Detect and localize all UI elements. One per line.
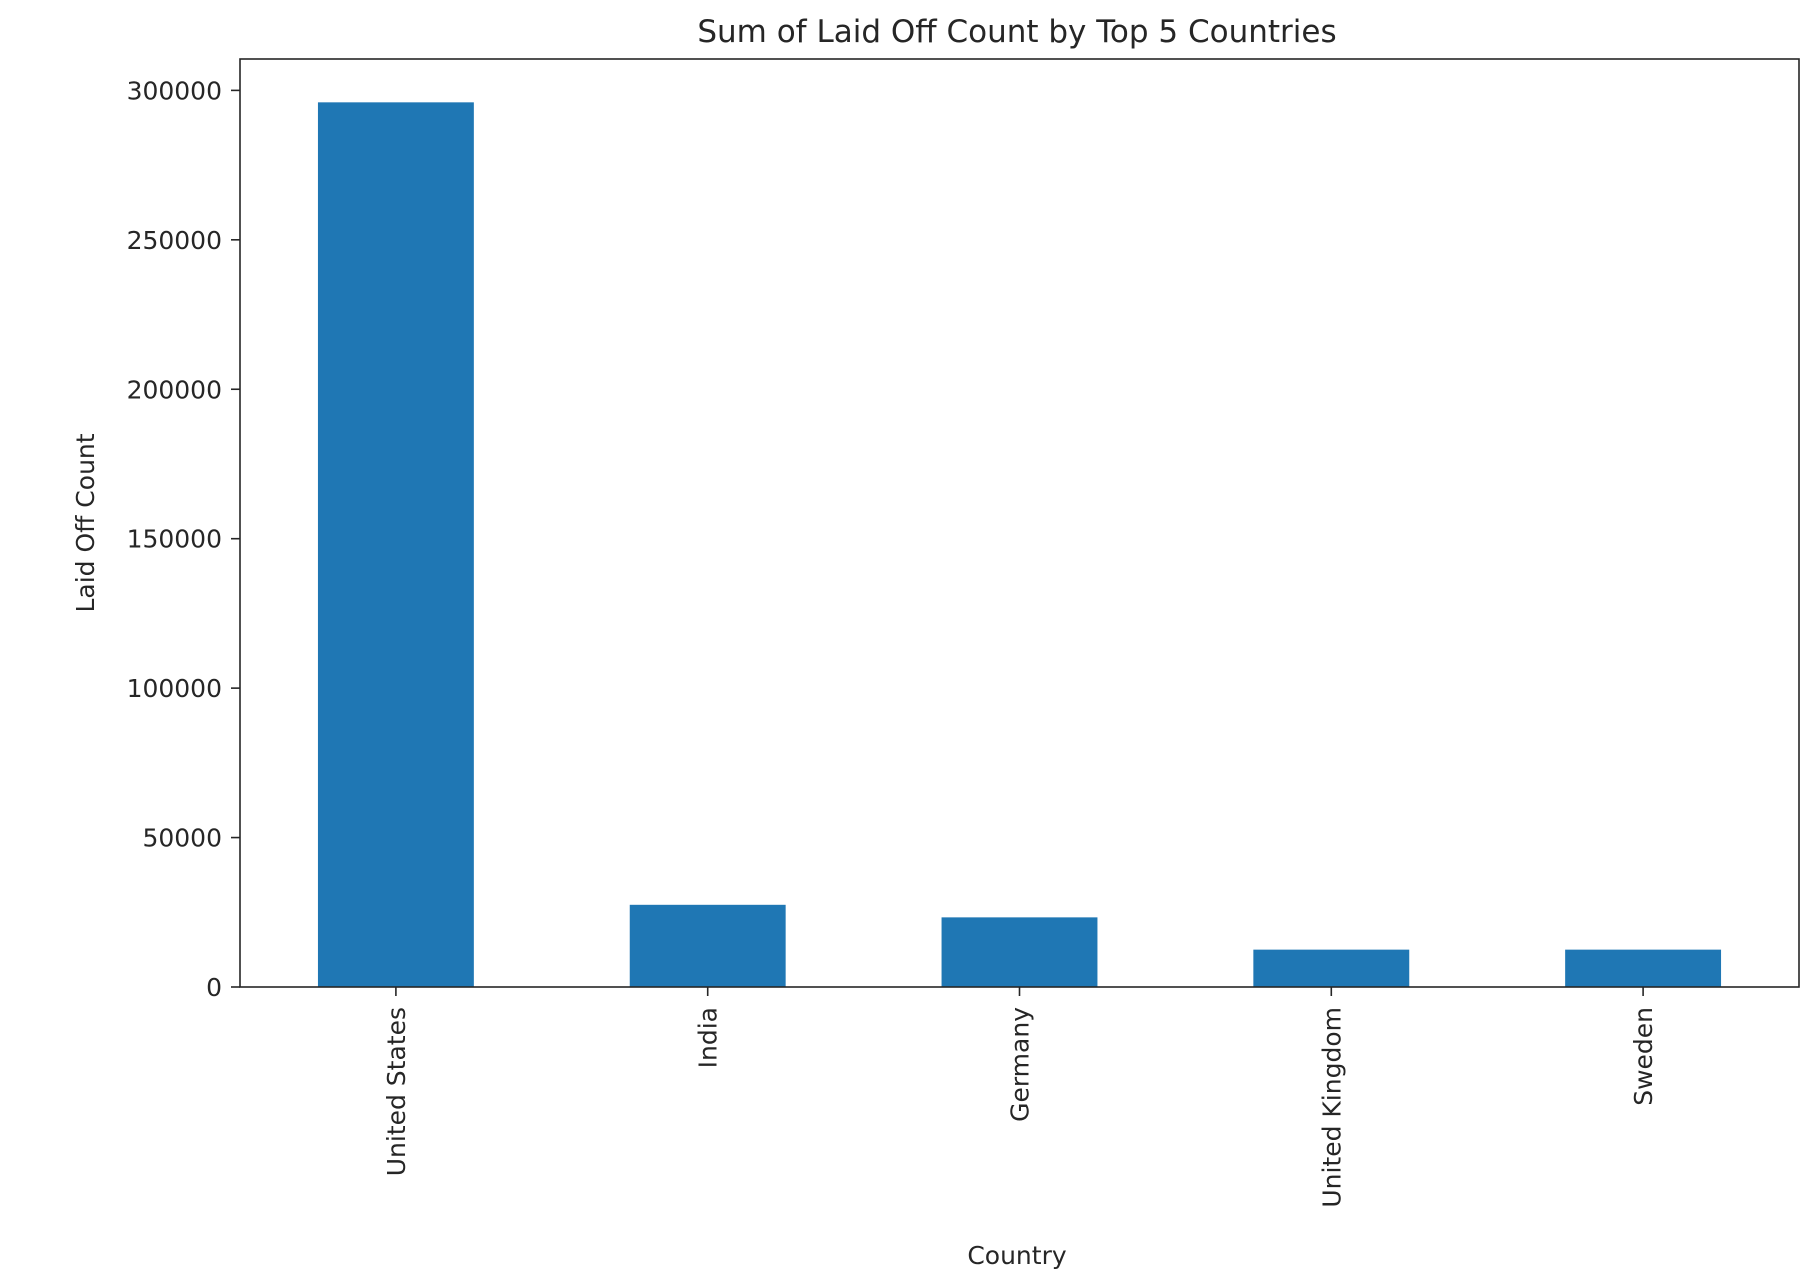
y-tick-label: 250000: [127, 226, 222, 255]
x-tick-label: Sweden: [1629, 1007, 1658, 1106]
x-axis: United States India Germany United Kingdom S…: [382, 987, 1658, 1208]
y-axis-label: Laid Off Count: [71, 433, 100, 612]
bar-india: [629, 904, 786, 987]
y-tick-label: 150000: [127, 525, 222, 554]
plot-area: [317, 102, 1722, 988]
chart-title: Sum of Laid Off Count by Top 5 Countries: [697, 14, 1336, 50]
y-tick-label: 100000: [127, 674, 222, 703]
y-axis: 0 50000 100000 150000 200000 250000 300000: [127, 76, 240, 1002]
x-axis-label: Country: [967, 1241, 1067, 1270]
y-tick-label: 0: [206, 973, 222, 1002]
x-tick-label: Germany: [1006, 1007, 1035, 1122]
y-tick-label: 50000: [142, 824, 222, 853]
y-tick-label: 200000: [127, 375, 222, 404]
bar-sweden: [1565, 949, 1722, 987]
bar-united-states: [317, 102, 474, 988]
x-tick-label: United Kingdom: [1317, 1007, 1346, 1208]
y-tick-label: 300000: [127, 76, 222, 105]
bar-germany: [941, 917, 1098, 987]
x-tick-label: United States: [382, 1007, 411, 1176]
x-tick-label: India: [694, 1007, 723, 1068]
bar-united-kingdom: [1253, 949, 1410, 987]
